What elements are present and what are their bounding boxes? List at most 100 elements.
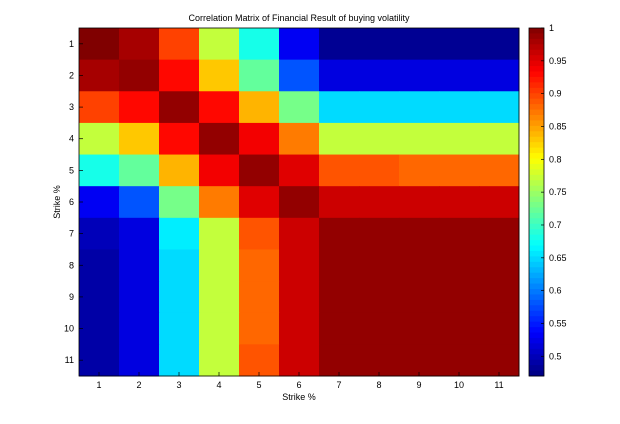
colorbar-segment (529, 131, 544, 138)
heatmap-cell (239, 312, 280, 345)
colorbar-segment (529, 125, 544, 132)
heatmap-cell (359, 249, 400, 282)
heatmap-cells (79, 28, 520, 377)
heatmap-cell (359, 28, 400, 61)
colorbar-tick-label: 0.55 (549, 318, 567, 328)
colorbar-segment (529, 71, 544, 78)
heatmap-cell (359, 281, 400, 314)
y-tick-label: 7 (69, 229, 74, 239)
colorbar-segment (529, 49, 544, 56)
colorbar-segment (529, 370, 544, 377)
heatmap-cell (279, 249, 320, 282)
heatmap-cell (119, 59, 160, 92)
colorbar-segment (529, 153, 544, 159)
heatmap-cell (319, 91, 360, 124)
colorbar-segment (529, 272, 544, 279)
colorbar-segment (529, 245, 544, 252)
colorbar-segment (529, 207, 544, 214)
y-tick-label: 2 (69, 70, 74, 80)
y-tick-label: 1 (69, 39, 74, 49)
y-axis-label: Strike % (52, 185, 62, 219)
colorbar-segment (529, 212, 544, 219)
colorbar-segment (529, 87, 544, 94)
colorbar-segment (529, 218, 544, 225)
chart-title: Correlation Matrix of Financial Result o… (188, 13, 410, 23)
x-tick-label: 10 (454, 380, 464, 390)
heatmap-cell (359, 59, 400, 92)
heatmap-cell (239, 249, 280, 282)
heatmap-cell (239, 154, 280, 187)
heatmap-cell (439, 59, 480, 92)
colorbar-segment (529, 185, 544, 192)
y-tick-label: 9 (69, 292, 74, 302)
heatmap-cell (479, 154, 520, 187)
colorbar-segment (529, 289, 544, 295)
heatmap-cell (439, 122, 480, 156)
colorbar-tick-label: 0.7 (549, 220, 562, 230)
heatmap-cell (479, 186, 520, 219)
heatmap-cell (479, 249, 520, 282)
x-tick-label: 2 (136, 380, 141, 390)
colorbar-segment (529, 76, 544, 83)
heatmap-cell (79, 249, 120, 282)
heatmap-cell (399, 186, 440, 219)
heatmap-cell (479, 59, 520, 92)
heatmap-cell (479, 91, 520, 124)
heatmap-cell (279, 312, 320, 345)
heatmap-cell (319, 59, 360, 92)
colorbar-segment (529, 202, 544, 208)
colorbar-segment (529, 33, 544, 40)
heatmap-cell (119, 186, 160, 219)
colorbar-segment (529, 337, 544, 344)
colorbar-tick-label: 0.85 (549, 121, 567, 131)
colorbar-tick-label: 0.75 (549, 187, 567, 197)
heatmap-cell (399, 281, 440, 314)
heatmap-cell (79, 28, 120, 61)
y-tick-label: 5 (69, 165, 74, 175)
heatmap-cell (159, 91, 200, 124)
colorbar-segment (529, 310, 544, 317)
colorbar-tick-label: 0.65 (549, 253, 567, 263)
heatmap-cell (199, 91, 240, 124)
x-tick-label: 4 (216, 380, 221, 390)
heatmap-cell (399, 249, 440, 282)
x-tick-label: 8 (376, 380, 381, 390)
heatmap-cell (239, 91, 280, 124)
heatmap-cell (479, 281, 520, 314)
heatmap-cell (239, 59, 280, 92)
heatmap-cell (319, 249, 360, 282)
colorbar-segment (529, 163, 544, 170)
colorbar-segment (529, 316, 544, 323)
heatmap-cell (159, 312, 200, 345)
heatmap-cell (279, 154, 320, 187)
heatmap-cell (439, 249, 480, 282)
heatmap-cell (199, 217, 240, 250)
heatmap-cell (399, 122, 440, 156)
heatmap-cell (239, 28, 280, 61)
colorbar-tick-label: 0.95 (549, 56, 567, 66)
heatmap-cell (119, 154, 160, 187)
colorbar-segment (529, 354, 544, 361)
y-tick-label: 11 (65, 355, 74, 365)
colorbar-segment (529, 261, 544, 268)
x-tick-label: 11 (494, 380, 503, 390)
heatmap-cell (79, 217, 120, 250)
heatmap-cell (399, 312, 440, 345)
heatmap-cell (279, 344, 320, 377)
heatmap-cell (439, 186, 480, 219)
heatmap-cell (399, 217, 440, 250)
heatmap-cell (79, 122, 120, 156)
colorbar-segment (529, 98, 544, 105)
heatmap-cell (479, 28, 520, 61)
heatmap-cell (79, 312, 120, 345)
colorbar-segment (529, 93, 544, 100)
x-tick-label: 7 (336, 380, 341, 390)
heatmap-cell (359, 217, 400, 250)
heatmap-cell (479, 217, 520, 250)
colorbar-segment (529, 223, 544, 230)
heatmap-cell (119, 91, 160, 124)
heatmap-cell (359, 154, 400, 187)
heatmap-cell (79, 186, 120, 219)
heatmap-cell (79, 281, 120, 314)
colorbar-segment (529, 305, 544, 312)
